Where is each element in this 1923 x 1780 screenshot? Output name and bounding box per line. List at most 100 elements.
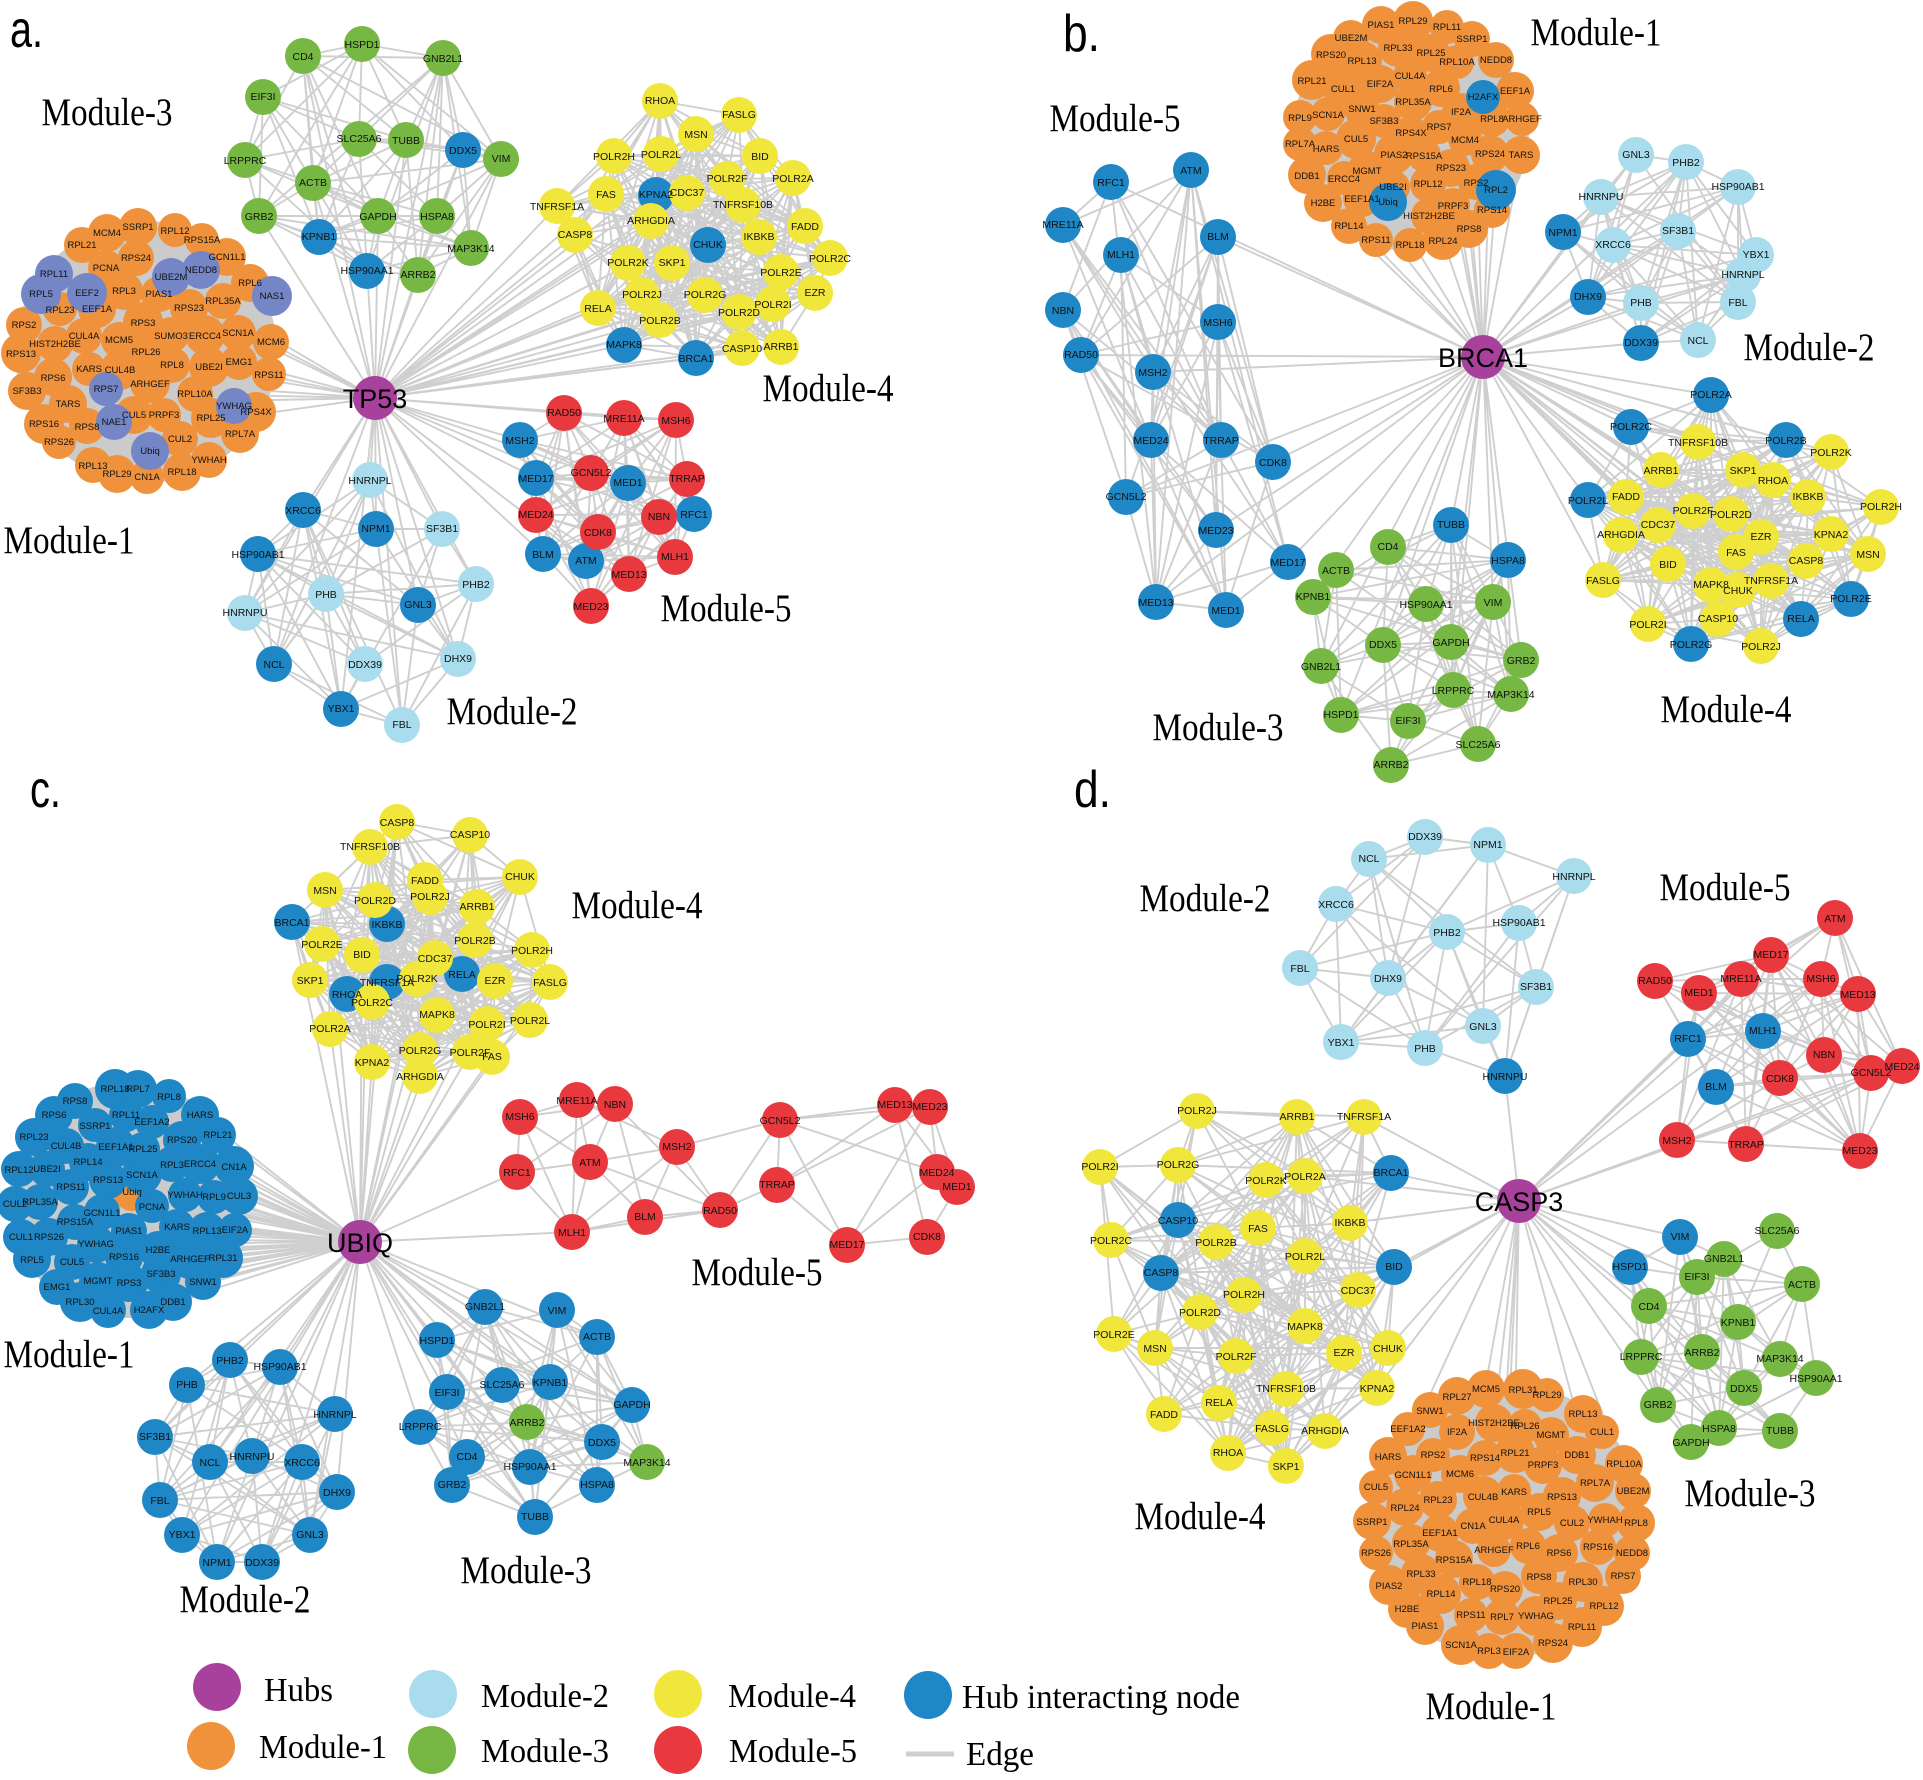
svg-text:KPNB1: KPNB1 <box>1721 1317 1756 1329</box>
svg-text:POLR2F: POLR2F <box>1216 1351 1257 1363</box>
svg-text:POLR2E: POLR2E <box>1830 593 1871 605</box>
svg-text:FASLG: FASLG <box>1255 1423 1289 1435</box>
svg-text:MAP3K14: MAP3K14 <box>447 243 494 255</box>
svg-text:BID: BID <box>751 151 769 163</box>
svg-text:POLR2C: POLR2C <box>351 997 393 1009</box>
svg-text:RELA: RELA <box>1205 1397 1232 1409</box>
svg-text:POLR2J: POLR2J <box>1741 641 1781 653</box>
svg-text:RPL10A: RPL10A <box>177 389 213 400</box>
svg-text:RPL8: RPL8 <box>157 1092 181 1103</box>
svg-text:MED1: MED1 <box>1684 987 1713 999</box>
svg-text:CASP10: CASP10 <box>1698 613 1738 625</box>
svg-text:PHB2: PHB2 <box>462 579 490 591</box>
svg-text:MSH6: MSH6 <box>661 415 690 427</box>
svg-text:Module-2: Module-2 <box>180 1578 311 1621</box>
svg-text:GCN5L2: GCN5L2 <box>571 467 612 479</box>
svg-text:BID: BID <box>1659 559 1677 571</box>
svg-text:POLR2J: POLR2J <box>410 891 450 903</box>
svg-text:DHX9: DHX9 <box>323 1487 351 1499</box>
svg-text:SF3B1: SF3B1 <box>1662 225 1694 237</box>
svg-text:UBE2M: UBE2M <box>155 272 188 283</box>
svg-text:ATM: ATM <box>1824 913 1845 925</box>
svg-text:IF2A: IF2A <box>1451 107 1472 118</box>
svg-text:HNRNPL: HNRNPL <box>348 475 391 487</box>
svg-text:TRRAP: TRRAP <box>1728 1139 1764 1151</box>
svg-text:MSH2: MSH2 <box>662 1141 691 1153</box>
svg-text:GNB2L1: GNB2L1 <box>465 1301 505 1313</box>
svg-text:H2BE: H2BE <box>1395 1604 1420 1615</box>
svg-text:Edge: Edge <box>966 1736 1034 1773</box>
svg-text:RPL14: RPL14 <box>73 1157 102 1168</box>
svg-text:RPL12: RPL12 <box>1413 179 1442 190</box>
svg-text:BRCA1: BRCA1 <box>1438 343 1528 373</box>
svg-text:UBE2I: UBE2I <box>1379 182 1406 193</box>
svg-text:DDX5: DDX5 <box>588 1437 616 1449</box>
svg-text:RPL29: RPL29 <box>102 469 131 480</box>
svg-text:RPS4X: RPS4X <box>240 407 272 418</box>
svg-text:UBE2M: UBE2M <box>1335 33 1368 44</box>
svg-text:Module-4: Module-4 <box>1661 688 1792 731</box>
svg-text:HSP90AA1: HSP90AA1 <box>1399 599 1452 611</box>
svg-text:GNB2L1: GNB2L1 <box>1704 1253 1744 1265</box>
svg-text:NPM1: NPM1 <box>202 1557 231 1569</box>
svg-text:PHB: PHB <box>1414 1043 1436 1055</box>
svg-text:FBL: FBL <box>1728 297 1747 309</box>
svg-text:Ubiq: Ubiq <box>140 446 160 457</box>
svg-text:SKP1: SKP1 <box>297 975 324 987</box>
svg-text:DHX9: DHX9 <box>1574 291 1602 303</box>
svg-text:RPL11: RPL11 <box>40 269 68 280</box>
svg-text:POLR2B: POLR2B <box>1765 435 1806 447</box>
svg-text:RPS15A: RPS15A <box>184 235 221 246</box>
svg-text:CN1A: CN1A <box>1460 1521 1486 1532</box>
svg-text:EZR: EZR <box>1751 531 1772 543</box>
svg-text:RPL26: RPL26 <box>131 347 160 358</box>
svg-text:YBX1: YBX1 <box>1328 1037 1355 1049</box>
svg-text:RPL13: RPL13 <box>1347 56 1376 67</box>
svg-text:BLM: BLM <box>1705 1081 1727 1093</box>
svg-text:MED24: MED24 <box>919 1167 954 1179</box>
svg-text:TUBB: TUBB <box>1437 519 1465 531</box>
svg-text:MRE11A: MRE11A <box>1720 973 1761 985</box>
svg-text:HIST2H2BE: HIST2H2BE <box>29 339 81 350</box>
svg-text:GNL3: GNL3 <box>1469 1021 1497 1033</box>
svg-text:MGMT: MGMT <box>83 1276 112 1287</box>
svg-text:Module-2: Module-2 <box>1140 877 1271 920</box>
svg-text:TNFRSF1A: TNFRSF1A <box>1744 575 1798 587</box>
svg-text:HSPD1: HSPD1 <box>1323 709 1358 721</box>
svg-text:SSRP1: SSRP1 <box>1456 34 1487 45</box>
svg-text:d.: d. <box>1074 761 1111 819</box>
svg-text:DDX39: DDX39 <box>245 1557 279 1569</box>
svg-text:MAPK8: MAPK8 <box>1693 579 1729 591</box>
svg-text:RPL13: RPL13 <box>1568 1409 1597 1420</box>
svg-text:Module-3: Module-3 <box>461 1549 592 1592</box>
svg-text:KPNB1: KPNB1 <box>1296 591 1331 603</box>
svg-text:RPL11: RPL11 <box>1568 1622 1596 1633</box>
svg-text:RPL5: RPL5 <box>1527 1507 1551 1518</box>
svg-text:EZR: EZR <box>485 975 506 987</box>
svg-text:RPL8: RPL8 <box>1624 1518 1648 1529</box>
svg-text:EEF1A1: EEF1A1 <box>1422 1528 1457 1539</box>
svg-text:YWHAH: YWHAH <box>1587 1515 1623 1526</box>
svg-text:CUL5: CUL5 <box>122 410 146 421</box>
svg-text:POLR2G: POLR2G <box>1157 1159 1200 1171</box>
svg-text:MRE11A: MRE11A <box>1042 219 1083 231</box>
svg-text:PHB: PHB <box>1630 297 1652 309</box>
svg-text:CUL4B: CUL4B <box>1468 1492 1499 1503</box>
svg-text:FASLG: FASLG <box>533 977 567 989</box>
svg-text:RPS6: RPS6 <box>42 1110 67 1121</box>
svg-text:CDC37: CDC37 <box>670 187 705 199</box>
svg-text:TNFRSF1A: TNFRSF1A <box>530 201 584 213</box>
svg-text:NEDD8: NEDD8 <box>1480 55 1512 66</box>
svg-text:MSN: MSN <box>684 129 707 141</box>
svg-text:GCN5L2: GCN5L2 <box>1851 1067 1892 1079</box>
svg-text:EEF1A2: EEF1A2 <box>134 1117 169 1128</box>
svg-text:Module-4: Module-4 <box>1135 1495 1266 1538</box>
svg-text:FBL: FBL <box>1290 963 1309 975</box>
svg-text:PHB2: PHB2 <box>216 1355 244 1367</box>
svg-text:CASP10: CASP10 <box>450 829 490 841</box>
svg-text:KPNA2: KPNA2 <box>355 1057 390 1069</box>
svg-text:DDB1: DDB1 <box>160 1297 185 1308</box>
svg-text:MGMT: MGMT <box>1536 1430 1565 1441</box>
svg-text:ARHGDIA: ARHGDIA <box>627 215 675 227</box>
svg-text:SF3B1: SF3B1 <box>1520 981 1552 993</box>
